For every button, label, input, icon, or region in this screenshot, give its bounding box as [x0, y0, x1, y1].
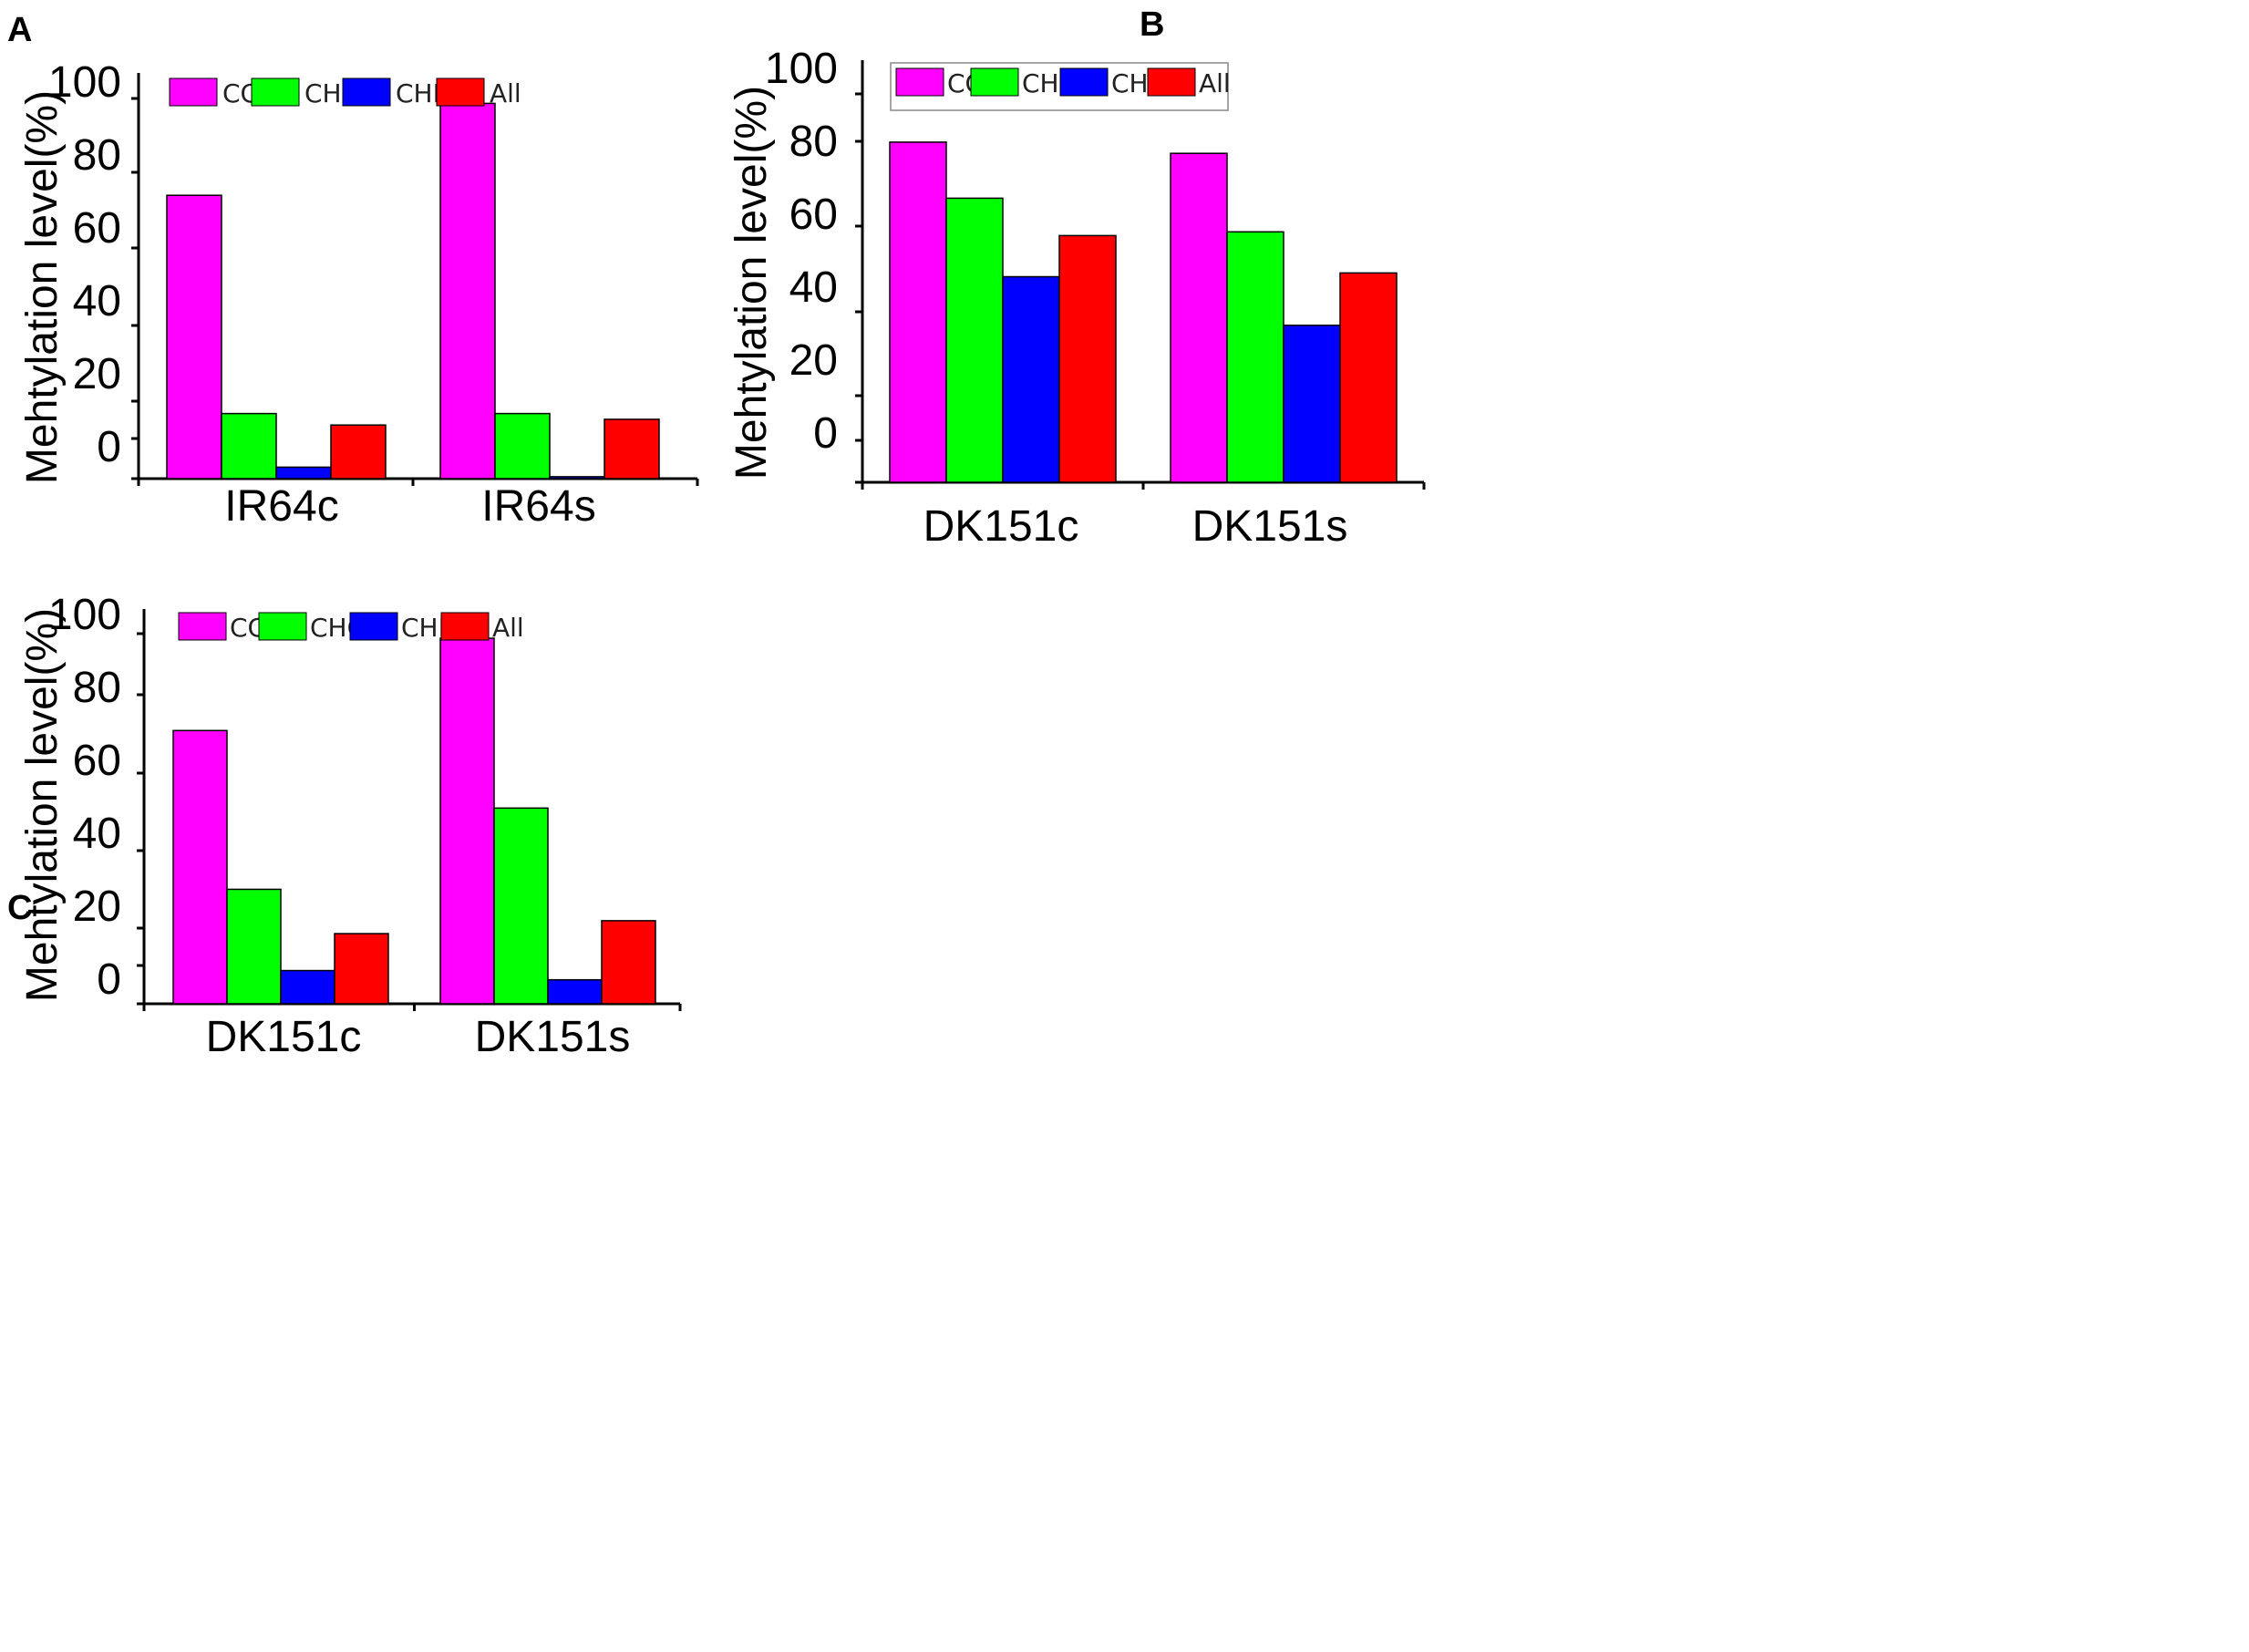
y-tick-label: 100	[48, 591, 121, 639]
bar-all-dk151c	[334, 933, 389, 1005]
bar-cg-ir64c	[166, 194, 222, 480]
legend-swatch-chh	[342, 77, 391, 107]
y-tick-label: 80	[789, 118, 838, 166]
legend-swatch-chh	[1059, 67, 1109, 97]
legend-swatch-all	[440, 612, 490, 641]
y-tick-label: 60	[73, 204, 121, 253]
bar-cg-dk151s	[439, 637, 495, 1005]
plot-group: 100 80 60 40 20 0 IR64c IR64s Mehtylation level(…	[18, 58, 699, 531]
bar-chg-dk151c	[226, 888, 282, 1005]
legend-frame	[890, 62, 1229, 111]
y-tick-label: 100	[765, 45, 838, 93]
bar-cg-ir64s	[439, 102, 496, 480]
bar-all-ir64s	[604, 418, 660, 480]
y-tick-label: 40	[789, 263, 838, 312]
legend: CG CHG CHH All	[169, 77, 521, 108]
chart-a: 100 80 60 40 20 0 IR64c IR64s Mehtylation level(…	[18, 58, 699, 531]
legend-swatch-cg	[169, 77, 218, 107]
y-tick-label: 40	[73, 277, 121, 325]
legend-swatch-all	[1147, 67, 1196, 97]
bar-cg-dk151s	[1170, 152, 1228, 483]
legend-swatch-chg	[970, 67, 1019, 97]
y-tick-label: 20	[73, 883, 121, 931]
chart-panel-b: 100 80 60 40 20 0 DK151c DK151s Mehtylation leve…	[727, 45, 1426, 551]
y-tick-label: 60	[789, 191, 838, 239]
bar-all-dk151c	[1058, 234, 1117, 483]
category-label: DK151c	[206, 1013, 362, 1061]
legend-swatch-cg	[178, 612, 227, 641]
legend-label: All	[492, 613, 524, 643]
y-tick-label: 40	[73, 810, 121, 858]
legend-swatch-chg	[251, 77, 300, 107]
bar-chh-dk151s	[1283, 325, 1341, 483]
chart-c: 100 80 60 40 20 0 DK151c DK151s Mehtylation leve…	[18, 591, 682, 1061]
chart-b: 100 80 60 40 20 0 DK151c DK151s Mehtylation leve…	[727, 45, 1426, 551]
y-tick-label: 0	[813, 409, 838, 458]
chart-panel-c: 100 80 60 40 20 0 DK151c DK151s Mehtylation leve…	[18, 591, 682, 1061]
legend-label: All	[1199, 68, 1231, 98]
y-tick-label: 100	[48, 58, 121, 107]
bar-chg-ir64c	[221, 412, 277, 480]
legend: CG CHG CHH All	[178, 612, 524, 643]
legend-swatch-chh	[349, 612, 398, 641]
bar-chh-dk151c	[1002, 275, 1060, 483]
category-label: DK151c	[923, 502, 1079, 551]
legend: CG CHG CHH All	[890, 62, 1231, 111]
y-tick-label: 80	[73, 131, 121, 180]
legend-swatch-cg	[895, 67, 944, 97]
bar-all-dk151s	[601, 920, 656, 1005]
chart-panel-a: 100 80 60 40 20 0 IR64c IR64s Mehtylation level(…	[0, 0, 1130, 848]
category-label: DK151s	[475, 1013, 631, 1061]
bar-all-ir64c	[330, 424, 387, 480]
bar-chg-dk151s	[1226, 231, 1284, 483]
bar-cg-dk151c	[172, 729, 228, 1005]
category-label: DK151s	[1192, 502, 1348, 551]
legend-swatch-chg	[258, 612, 307, 641]
category-label: IR64s	[481, 482, 595, 531]
y-axis-title: Mehtylation level(%)	[727, 86, 776, 480]
plot-group: 100 80 60 40 20 0 DK151c DK151s Mehtylation leve…	[18, 591, 682, 1061]
y-tick-label: 20	[789, 336, 838, 385]
bar-chh-dk151s	[547, 978, 603, 1005]
bar-chg-dk151s	[493, 807, 549, 1005]
panel-letter-b: B	[1140, 5, 1165, 44]
y-tick-label: 60	[73, 737, 121, 785]
y-tick-label: 0	[97, 423, 121, 471]
legend-swatch-all	[436, 77, 485, 107]
y-axis-title: Mehtylation level(%)	[18, 608, 67, 1002]
y-tick-label: 20	[73, 350, 121, 398]
legend-label: All	[490, 78, 521, 108]
y-tick-label: 0	[97, 955, 121, 1004]
bar-cg-dk151c	[889, 141, 947, 483]
plot-group: 100 80 60 40 20 0 DK151c DK151s Mehtylation leve…	[727, 45, 1426, 551]
bar-chg-ir64s	[494, 412, 551, 480]
panel-letter-c: C	[7, 889, 33, 927]
bar-chh-dk151c	[280, 969, 335, 1005]
y-axis-title: Mehtylation level(%)	[18, 90, 67, 484]
y-tick-label: 80	[73, 664, 121, 712]
panel-letter-a: A	[7, 11, 33, 49]
category-label: IR64c	[224, 482, 338, 531]
bar-all-dk151s	[1339, 272, 1398, 483]
